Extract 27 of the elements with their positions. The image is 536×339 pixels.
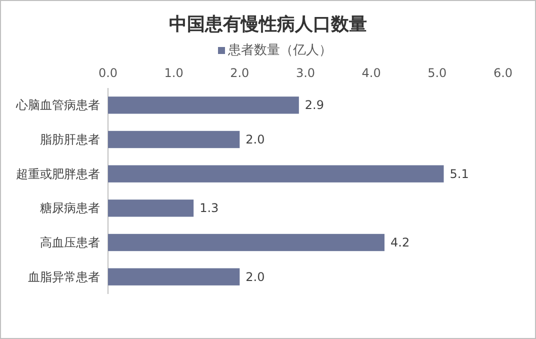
bar <box>108 200 194 217</box>
x-tick-label: 6.0 <box>493 66 513 80</box>
chart-title: 中国患有慢性病人口数量 <box>169 14 367 34</box>
bar <box>108 268 240 286</box>
bar <box>108 165 444 182</box>
bar <box>108 130 240 148</box>
bar <box>108 96 299 114</box>
x-tick-label: 2.0 <box>230 66 250 80</box>
y-tick-label: 糖尿病患者 <box>40 201 100 216</box>
data-label: 2.0 <box>246 270 265 284</box>
y-tick-label: 超重或肥胖患者 <box>16 166 100 181</box>
x-tick-label: 0.0 <box>98 66 118 80</box>
data-label: 2.0 <box>246 132 265 146</box>
bar <box>108 234 384 252</box>
x-tick-label: 3.0 <box>296 66 316 80</box>
x-tick-label: 4.0 <box>362 66 381 80</box>
y-tick-label: 血脂异常患者 <box>28 270 100 284</box>
x-tick-label: 5.0 <box>428 66 447 80</box>
x-tick-label: 1.0 <box>164 66 184 80</box>
y-tick-label: 高血压患者 <box>40 236 100 250</box>
data-label: 5.1 <box>450 166 469 181</box>
legend-label: 患者数量（亿人） <box>227 43 332 58</box>
y-tick-label: 心脑血管病患者 <box>15 98 100 112</box>
data-label: 1.3 <box>200 201 219 216</box>
data-label: 4.2 <box>390 236 410 250</box>
y-tick-label: 脂肪肝患者 <box>40 132 100 146</box>
data-label: 2.9 <box>304 98 324 112</box>
